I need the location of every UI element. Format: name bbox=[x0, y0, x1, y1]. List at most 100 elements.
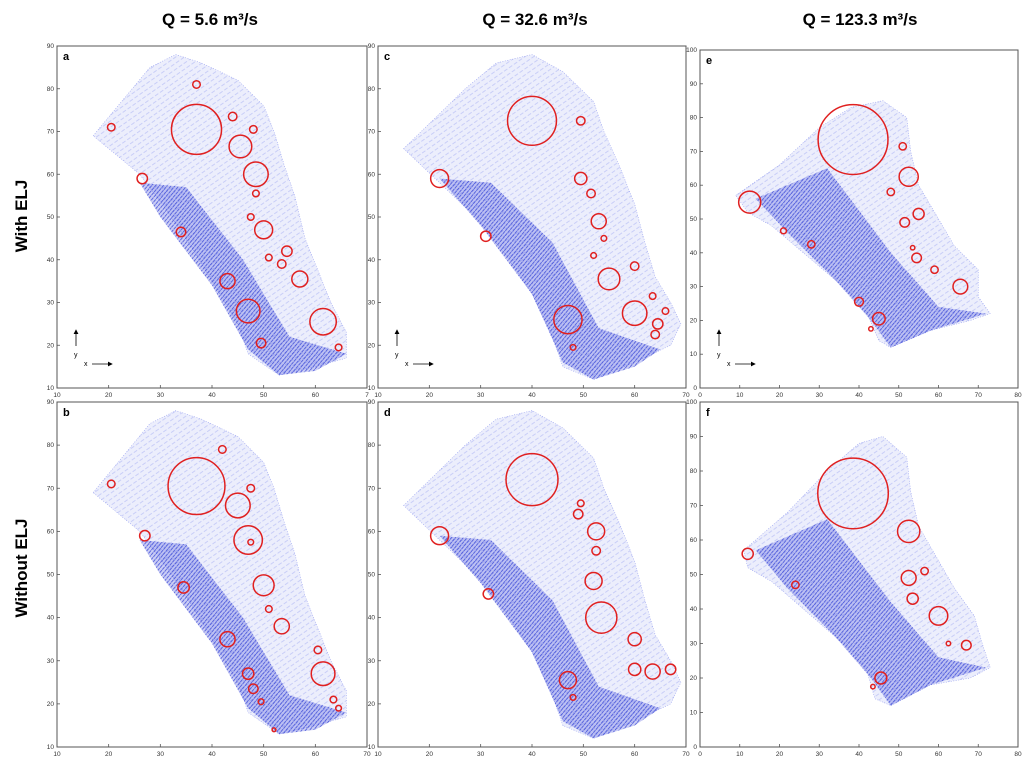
y-tick-label: 10 bbox=[368, 385, 376, 392]
y-tick-label: 50 bbox=[368, 214, 376, 221]
eddy-circle bbox=[558, 670, 578, 690]
y-tick-label: 90 bbox=[47, 43, 55, 50]
y-tick-label: 50 bbox=[47, 214, 55, 221]
y-direction-label: y bbox=[74, 352, 78, 359]
velocity-field-tint bbox=[403, 54, 681, 380]
y-tick-label: 30 bbox=[368, 300, 376, 307]
panel-c: 10 20 30 40 50 60 70 10 20 30 40 50 60 70 80 90 c yx bbox=[368, 43, 690, 399]
column-title-1: Q = 5.6 m³/s bbox=[162, 10, 258, 29]
eddy-circle bbox=[246, 483, 256, 493]
y-tick-label: 60 bbox=[47, 528, 55, 535]
y-tick-label: 0 bbox=[693, 385, 697, 392]
y-direction-label: y bbox=[717, 352, 721, 359]
y-tick-label: 80 bbox=[47, 86, 55, 93]
eddy-circle bbox=[247, 683, 259, 695]
velocity-field-tint bbox=[93, 410, 347, 735]
dense-velocity-band bbox=[755, 519, 987, 706]
panel-a: 10 20 30 40 50 60 7 10 20 30 40 50 60 70 80 90 a yx bbox=[47, 43, 369, 399]
x-tick-label: 70 bbox=[975, 392, 983, 399]
eddy-circle bbox=[899, 216, 911, 228]
y-tick-label: 100 bbox=[686, 399, 697, 406]
eddy-circle bbox=[224, 492, 251, 519]
x-tick-label: 30 bbox=[157, 751, 165, 757]
y-tick-label: 90 bbox=[690, 81, 698, 88]
y-tick-label: 100 bbox=[686, 47, 697, 54]
y-tick-label: 90 bbox=[690, 434, 698, 441]
x-tick-label: 60 bbox=[312, 751, 320, 757]
x-tick-label: 10 bbox=[736, 392, 744, 399]
x-tick-label: 40 bbox=[528, 751, 536, 757]
panel-label: c bbox=[384, 51, 390, 63]
dense-velocity-band bbox=[439, 178, 661, 380]
eddy-circle bbox=[586, 188, 597, 199]
x-tick-label: 40 bbox=[208, 751, 216, 757]
eddy-circle bbox=[429, 525, 450, 546]
x-tick-label: 60 bbox=[631, 751, 639, 757]
dense-velocity-tint bbox=[439, 178, 661, 380]
panel-label: d bbox=[384, 407, 391, 419]
x-tick-label: 50 bbox=[895, 392, 903, 399]
x-tick-label: 40 bbox=[855, 392, 863, 399]
eddy-circle bbox=[651, 317, 664, 330]
panel-label: b bbox=[63, 407, 70, 419]
x-tick-label: 10 bbox=[374, 392, 382, 399]
y-tick-label: 40 bbox=[47, 615, 55, 622]
dense-velocity-tint bbox=[139, 540, 347, 735]
panel-f: 0 10 20 30 40 50 60 70 80 0 10 20 30 40 50 60 70 80 90 100 f bbox=[686, 399, 1022, 757]
x-direction-label: x bbox=[84, 361, 88, 368]
dense-velocity-band bbox=[139, 540, 347, 735]
velocity-field-region bbox=[403, 54, 682, 380]
eddy-circle bbox=[233, 525, 264, 555]
y-tick-label: 40 bbox=[690, 250, 698, 257]
x-tick-label: 20 bbox=[426, 751, 434, 757]
y-tick-label: 50 bbox=[690, 572, 698, 579]
eddy-circle bbox=[909, 244, 916, 251]
eddy-circle bbox=[584, 571, 603, 591]
x-tick-label: 30 bbox=[816, 751, 824, 757]
panel-label: f bbox=[706, 407, 710, 419]
eddy-circle bbox=[242, 161, 269, 188]
x-tick-label: 70 bbox=[363, 751, 371, 757]
y-tick-label: 50 bbox=[690, 216, 698, 223]
y-tick-label: 90 bbox=[47, 399, 55, 406]
eddy-circle bbox=[817, 457, 890, 530]
x-tick-label: 50 bbox=[580, 751, 588, 757]
eddy-circle bbox=[869, 683, 876, 690]
x-tick-label: 30 bbox=[816, 392, 824, 399]
eddy-circle bbox=[644, 663, 661, 680]
y-tick-label: 40 bbox=[690, 606, 698, 613]
y-tick-label: 60 bbox=[690, 537, 698, 544]
y-tick-label: 70 bbox=[690, 503, 698, 510]
eddy-circle bbox=[898, 141, 908, 151]
y-tick-label: 70 bbox=[368, 485, 376, 492]
eddy-circle bbox=[867, 325, 874, 332]
eddy-circle bbox=[960, 639, 972, 651]
x-tick-label: 10 bbox=[374, 751, 382, 757]
eddy-circle bbox=[248, 124, 258, 134]
eddy-circle bbox=[106, 479, 116, 489]
x-tick-label: 40 bbox=[208, 392, 216, 399]
eddy-circle bbox=[106, 122, 116, 132]
y-tick-label: 20 bbox=[368, 342, 376, 349]
eddy-circle bbox=[136, 172, 149, 185]
y-tick-label: 60 bbox=[368, 171, 376, 178]
x-tick-label: 50 bbox=[260, 751, 268, 757]
eddy-circle bbox=[600, 234, 608, 242]
y-tick-label: 70 bbox=[368, 129, 376, 136]
y-tick-label: 10 bbox=[690, 351, 698, 358]
eddy-circle bbox=[228, 134, 253, 159]
x-tick-label: 20 bbox=[105, 392, 113, 399]
eddy-circle bbox=[313, 645, 323, 655]
y-tick-label: 50 bbox=[368, 572, 376, 579]
x-tick-label: 20 bbox=[426, 392, 434, 399]
eddy-circle bbox=[219, 630, 236, 648]
x-tick-label: 40 bbox=[855, 751, 863, 757]
y-tick-label: 40 bbox=[368, 257, 376, 264]
eddy-circle bbox=[177, 581, 191, 594]
x-tick-label: 30 bbox=[477, 751, 485, 757]
eddy-circle bbox=[251, 189, 260, 198]
x-tick-label: 70 bbox=[682, 392, 690, 399]
x-tick-label: 50 bbox=[260, 392, 268, 399]
x-tick-label: 80 bbox=[1014, 392, 1022, 399]
